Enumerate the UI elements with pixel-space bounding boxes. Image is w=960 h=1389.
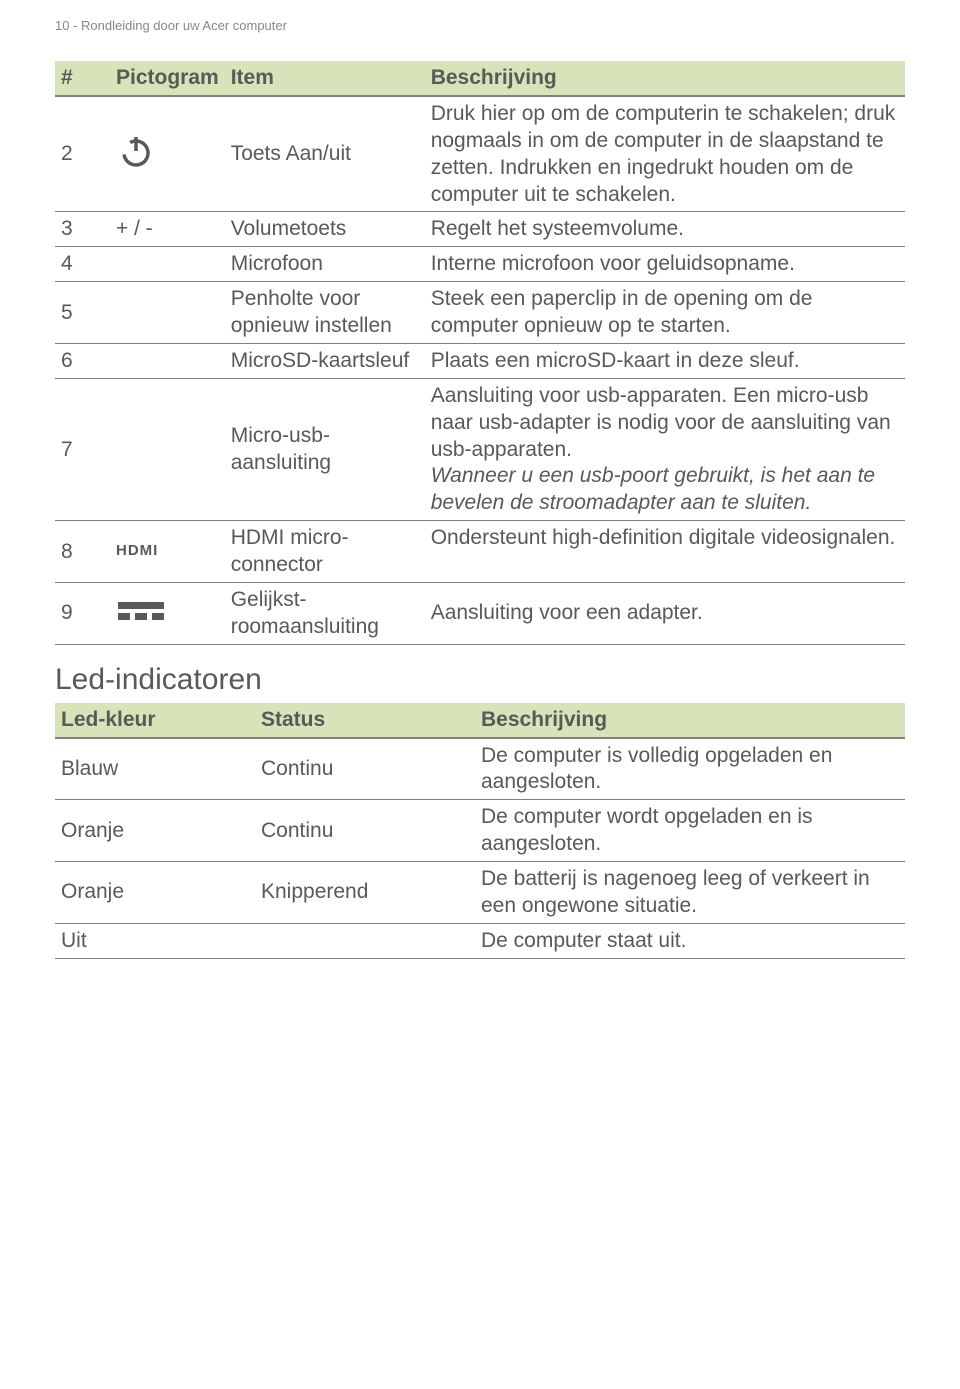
row-num: 6 (55, 343, 110, 378)
row-icon: HDMI (110, 521, 225, 583)
row-item: Toets Aan/uit (225, 96, 425, 212)
section-heading: Led-indicatoren (55, 663, 905, 697)
row-color: Uit (55, 923, 255, 958)
col-item-header: Item (225, 61, 425, 96)
row-desc-p1: Aansluiting voor usb-apparaten. Een micr… (431, 384, 891, 461)
row-color: Oranje (55, 800, 255, 862)
row-desc: Aansluiting voor usb-apparaten. Een micr… (425, 378, 905, 520)
row-desc: De batterij is nagenoeg leeg of verkeert… (475, 862, 905, 924)
table-row: Blauw Continu De computer is volledig op… (55, 738, 905, 800)
row-desc: Aansluiting voor een adapter. (425, 582, 905, 644)
table-row: 8 HDMI HDMI micro-connector Ondersteunt … (55, 521, 905, 583)
row-desc: Regelt het systeemvolume. (425, 212, 905, 247)
row-num: 8 (55, 521, 110, 583)
row-num: 2 (55, 96, 110, 212)
row-desc: Druk hier op om de computerin te schakel… (425, 96, 905, 212)
row-icon (110, 378, 225, 520)
table-header-row: # Pictogram Item Beschrijving (55, 61, 905, 96)
power-icon (116, 153, 156, 176)
table-row: Oranje Knipperend De batterij is nagenoe… (55, 862, 905, 924)
led-table: Led-kleur Status Beschrijving Blauw Cont… (55, 703, 905, 959)
table-row: 6 MicroSD-kaartsleuf Plaats een microSD-… (55, 343, 905, 378)
col-pictogram-header: Pictogram (110, 61, 225, 96)
table-row: 4 Microfoon Interne microfoon voor gelui… (55, 247, 905, 282)
table-row: 7 Micro-usb-aansluiting Aansluiting voor… (55, 378, 905, 520)
col-num-header: # (55, 61, 110, 96)
row-desc: Plaats een microSD-kaart in deze sleuf. (425, 343, 905, 378)
row-num: 3 (55, 212, 110, 247)
row-desc: De computer staat uit. (475, 923, 905, 958)
row-desc: De computer is volledig opgeladen en aan… (475, 738, 905, 800)
col-desc-header: Beschrijving (475, 703, 905, 738)
row-item: Microfoon (225, 247, 425, 282)
table-header-row: Led-kleur Status Beschrijving (55, 703, 905, 738)
row-num: 7 (55, 378, 110, 520)
row-color: Blauw (55, 738, 255, 800)
row-status: Continu (255, 800, 475, 862)
col-desc-header: Beschrijving (425, 61, 905, 96)
row-color: Oranje (55, 862, 255, 924)
row-status (255, 923, 475, 958)
svg-text:HDMI: HDMI (116, 542, 158, 558)
row-item: Volumetoets (225, 212, 425, 247)
row-num: 9 (55, 582, 110, 644)
row-item: Penholte voor opnieuw instellen (225, 282, 425, 344)
row-icon (110, 96, 225, 212)
row-desc: Interne microfoon voor geluidsopname. (425, 247, 905, 282)
row-item: MicroSD-kaartsleuf (225, 343, 425, 378)
row-icon (110, 343, 225, 378)
row-item: HDMI micro-connector (225, 521, 425, 583)
col-color-header: Led-kleur (55, 703, 255, 738)
dc-power-icon (116, 604, 166, 627)
table-row: Uit De computer staat uit. (55, 923, 905, 958)
table-row: 2 Toets Aan/uit Druk hier op om de compu… (55, 96, 905, 212)
row-desc: Steek een paperclip in de opening om de … (425, 282, 905, 344)
row-desc: De computer wordt opgeladen en is aanges… (475, 800, 905, 862)
col-status-header: Status (255, 703, 475, 738)
features-table: # Pictogram Item Beschrijving 2 Toets Aa… (55, 61, 905, 645)
row-icon (110, 582, 225, 644)
row-desc: Ondersteunt high-definition digitale vid… (425, 521, 905, 583)
hdmi-icon: HDMI (116, 540, 182, 563)
row-num: 4 (55, 247, 110, 282)
row-item: Gelijkst-roomaansluiting (225, 582, 425, 644)
row-icon (110, 282, 225, 344)
table-row: 3 + / - Volumetoets Regelt het systeemvo… (55, 212, 905, 247)
table-row: 5 Penholte voor opnieuw instellen Steek … (55, 282, 905, 344)
row-icon (110, 247, 225, 282)
table-row: Oranje Continu De computer wordt opgelad… (55, 800, 905, 862)
row-icon-text: + / - (110, 212, 225, 247)
row-num: 5 (55, 282, 110, 344)
page-header: 10 - Rondleiding door uw Acer computer (55, 0, 905, 61)
row-item: Micro-usb-aansluiting (225, 378, 425, 520)
row-status: Continu (255, 738, 475, 800)
table-row: 9 Gelijkst-roomaansluiting Aansluiting v… (55, 582, 905, 644)
row-desc-p2: Wanneer u een usb-poort gebruikt, is het… (431, 464, 875, 514)
row-status: Knipperend (255, 862, 475, 924)
